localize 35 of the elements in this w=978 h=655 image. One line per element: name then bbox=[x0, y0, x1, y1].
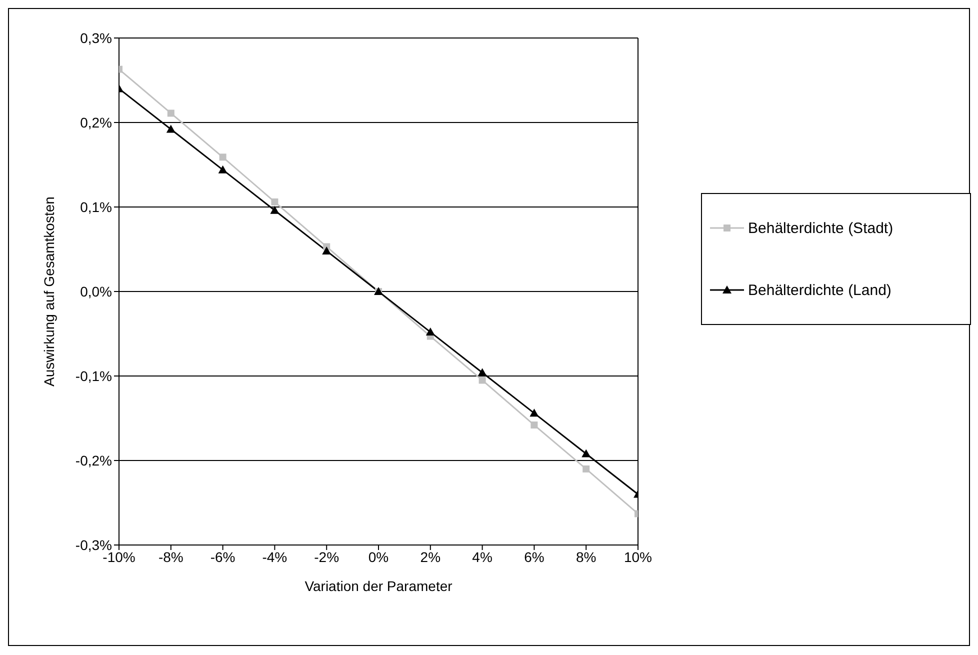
point bbox=[219, 154, 226, 161]
point bbox=[478, 368, 487, 376]
x-tick-label: 0% bbox=[368, 548, 389, 565]
point bbox=[426, 328, 435, 336]
point bbox=[271, 198, 278, 206]
y-tick-label: 0,0% bbox=[80, 283, 112, 300]
x-tick-label: 6% bbox=[524, 548, 544, 565]
x-tick-label: -4% bbox=[262, 548, 288, 565]
y-tick-label: -0,2% bbox=[75, 452, 112, 468]
y-axis-title: Auswirkung auf Gesamtkosten bbox=[40, 196, 57, 386]
point bbox=[530, 408, 539, 417]
point bbox=[582, 449, 591, 458]
x-tick-label: -2% bbox=[314, 548, 340, 565]
point bbox=[478, 376, 486, 384]
x-axis-title: Variation der Parameter bbox=[304, 578, 453, 594]
point bbox=[530, 422, 538, 429]
legend-label: Behälterdichte (Land) bbox=[748, 282, 892, 298]
legend-label: Behälterdichte (Stadt) bbox=[748, 220, 894, 236]
point bbox=[167, 110, 174, 117]
point bbox=[582, 465, 590, 472]
x-tick-label: -8% bbox=[158, 548, 184, 565]
x-tick-label: 2% bbox=[420, 548, 441, 565]
y-tick-label: 0,3% bbox=[80, 30, 112, 46]
x-tick-label: 4% bbox=[472, 548, 492, 565]
x-tick-label: -6% bbox=[210, 548, 236, 565]
y-tick-label: 0,2% bbox=[80, 114, 112, 130]
point bbox=[218, 165, 228, 174]
y-tick-label: 0,1% bbox=[80, 198, 112, 215]
x-tick-label: 10% bbox=[624, 548, 652, 565]
y-tick-label: -0,1% bbox=[75, 368, 112, 384]
x-tick-label: 8% bbox=[576, 548, 596, 565]
point bbox=[166, 124, 176, 133]
point bbox=[270, 206, 280, 214]
y-tick-label: -0,3% bbox=[75, 536, 112, 553]
point bbox=[322, 246, 332, 254]
